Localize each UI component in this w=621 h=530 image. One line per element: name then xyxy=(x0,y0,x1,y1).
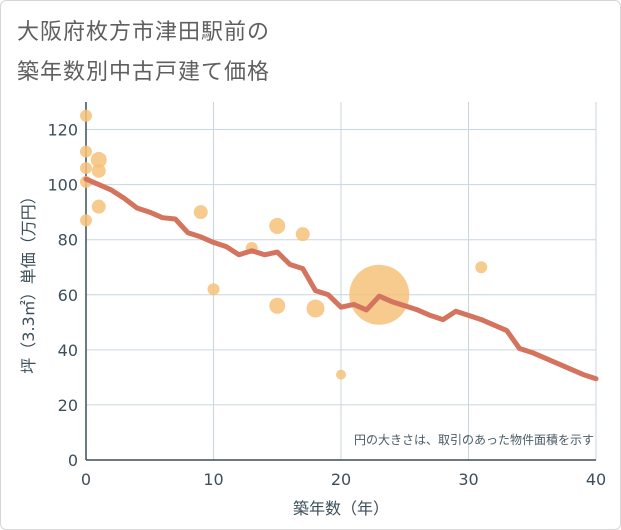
x-tick-label: 20 xyxy=(331,470,351,489)
data-bubble xyxy=(90,151,107,168)
data-bubble xyxy=(336,369,346,380)
x-tick-label: 0 xyxy=(81,470,91,489)
data-bubble xyxy=(91,163,106,178)
tick-labels: 0 20 40 60 80 100 120 0 10 20 30 40 xyxy=(47,121,606,489)
x-tick-label: 40 xyxy=(586,470,606,489)
data-bubble xyxy=(269,297,286,314)
y-tick-label: 120 xyxy=(47,121,78,140)
y-tick-label: 40 xyxy=(58,341,78,360)
data-bubble xyxy=(475,261,488,274)
data-bubble xyxy=(193,205,208,220)
x-tick-label: 30 xyxy=(458,470,478,489)
y-tick-label: 0 xyxy=(68,451,78,470)
data-bubble xyxy=(269,217,286,234)
y-tick-label: 80 xyxy=(58,231,78,250)
x-tick-label: 10 xyxy=(203,470,223,489)
chart-axes xyxy=(85,102,596,461)
data-bubble xyxy=(295,227,310,242)
data-bubble xyxy=(80,109,92,122)
trend-series xyxy=(83,176,599,382)
x-axis-title: 築年数（年） xyxy=(293,499,389,518)
trend-line xyxy=(83,176,599,382)
data-bubble xyxy=(91,199,106,214)
bubble-size-note: 円の大きさは、取引のあった物件面積を示す xyxy=(354,432,594,447)
y-tick-label: 20 xyxy=(58,396,78,415)
data-bubble xyxy=(306,299,325,318)
y-tick-label: 60 xyxy=(58,286,78,305)
y-axis-title: 坪（3.3㎡）単価（万円） xyxy=(19,188,38,373)
chart-title-line-1: 大阪府枚方市津田駅前の xyxy=(17,20,271,45)
bubble-series xyxy=(80,109,488,380)
chart-grid xyxy=(86,102,597,460)
data-bubble xyxy=(80,214,92,227)
y-tick-label: 100 xyxy=(47,176,78,195)
data-bubble xyxy=(80,145,92,158)
data-bubble xyxy=(207,283,220,296)
data-bubble xyxy=(80,162,92,175)
chart-title-line-2: 築年数別中古戸建て価格 xyxy=(17,60,271,85)
